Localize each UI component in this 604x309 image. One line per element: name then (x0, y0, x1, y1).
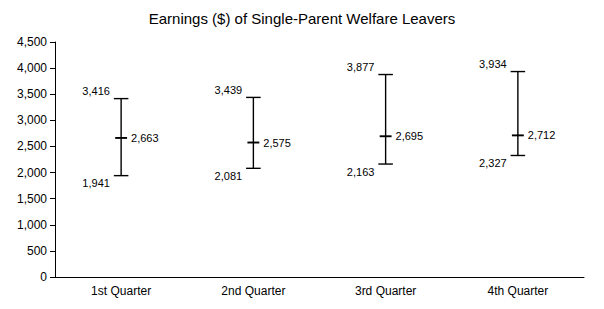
svg-text:Earnings ($) of Single-Parent: Earnings ($) of Single-Parent Welfare Le… (149, 10, 456, 27)
svg-text:3,934: 3,934 (479, 58, 507, 70)
svg-text:4,500: 4,500 (17, 35, 47, 49)
svg-text:2nd Quarter: 2nd Quarter (221, 284, 285, 298)
svg-text:4th Quarter: 4th Quarter (488, 284, 549, 298)
svg-text:2,327: 2,327 (479, 157, 507, 169)
svg-text:2,575: 2,575 (263, 137, 291, 149)
svg-text:3,877: 3,877 (347, 61, 375, 73)
svg-text:4,000: 4,000 (17, 61, 47, 75)
svg-text:0: 0 (40, 270, 47, 284)
svg-text:1st Quarter: 1st Quarter (91, 284, 151, 298)
svg-text:2,663: 2,663 (131, 132, 159, 144)
svg-text:3rd Quarter: 3rd Quarter (355, 284, 416, 298)
svg-text:2,500: 2,500 (17, 139, 47, 153)
svg-text:1,500: 1,500 (17, 192, 47, 206)
svg-text:500: 500 (27, 244, 47, 258)
svg-text:2,712: 2,712 (528, 129, 556, 141)
svg-text:3,500: 3,500 (17, 87, 47, 101)
svg-text:2,163: 2,163 (347, 166, 375, 178)
svg-text:3,439: 3,439 (215, 84, 243, 96)
svg-text:3,000: 3,000 (17, 113, 47, 127)
svg-text:2,081: 2,081 (215, 170, 243, 182)
svg-text:2,695: 2,695 (396, 130, 424, 142)
svg-text:2,000: 2,000 (17, 166, 47, 180)
svg-text:1,941: 1,941 (82, 177, 110, 189)
svg-text:3,416: 3,416 (82, 85, 110, 97)
svg-text:1,000: 1,000 (17, 218, 47, 232)
